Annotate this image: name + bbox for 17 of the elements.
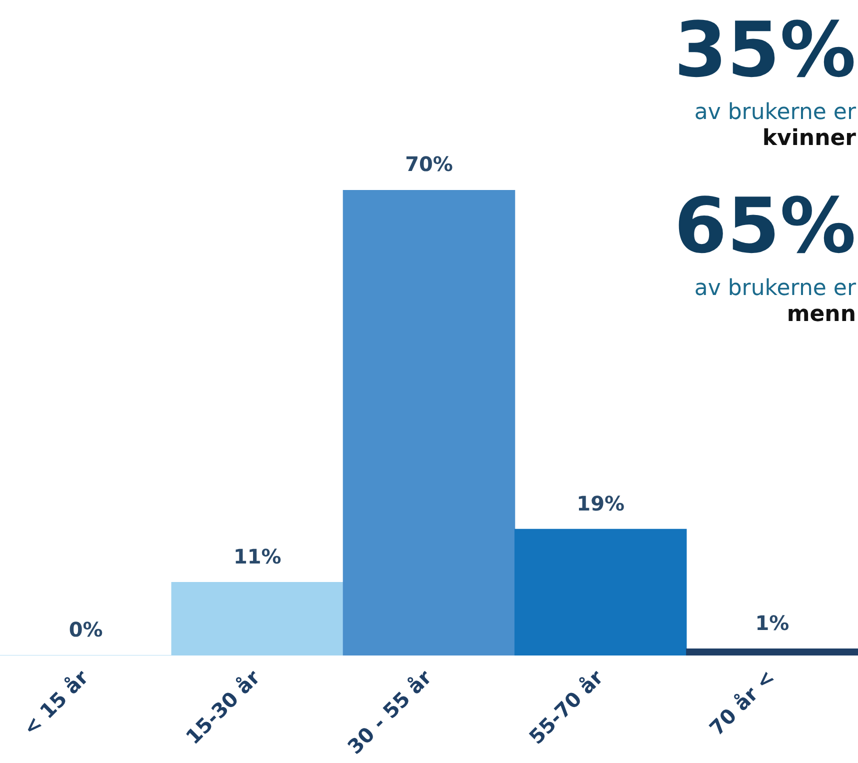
x-tick-label: 30 - 55 år xyxy=(342,665,436,759)
data-label: 11% xyxy=(233,544,282,569)
text: kvinner xyxy=(761,126,856,152)
data-label: 0% xyxy=(68,618,103,642)
annotation: 65% xyxy=(674,180,856,272)
bar xyxy=(342,190,516,656)
data-label: 19% xyxy=(576,491,625,516)
data-label: 1% xyxy=(755,611,790,636)
x-tick-label: 70 år < xyxy=(704,665,780,740)
text: 35% xyxy=(674,4,856,96)
bar xyxy=(514,528,687,656)
bar xyxy=(686,648,858,656)
data-label: 70% xyxy=(405,152,453,176)
annotation: av brukerne er xyxy=(693,276,856,302)
annotation: menn xyxy=(786,302,856,328)
x-tick-label: < 15 år xyxy=(18,665,94,740)
text: av brukerne er xyxy=(693,100,856,126)
